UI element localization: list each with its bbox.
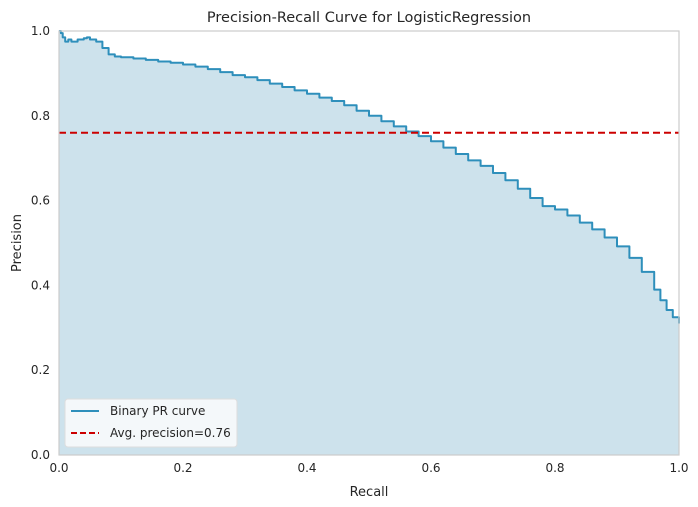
y-tick-label: 0.8: [31, 109, 50, 123]
area-fill-layer: [59, 31, 679, 455]
x-tick-label: 0.6: [421, 461, 440, 475]
x-axis-title: Recall: [350, 485, 389, 500]
chart-title: Precision-Recall Curve for LogisticRegre…: [207, 10, 531, 26]
y-tick-label: 0.0: [31, 448, 50, 462]
pr-curve-area: [59, 31, 679, 455]
x-tick-label: 0.4: [297, 461, 316, 475]
y-tick-label: 0.6: [31, 194, 50, 208]
x-tick-labels: 0.0 0.2 0.4 0.6 0.8 1.0: [49, 461, 688, 475]
y-tick-label: 0.2: [31, 363, 50, 377]
y-tick-label: 0.4: [31, 278, 50, 292]
x-tick-label: 0.0: [49, 461, 68, 475]
y-tick-label: 1.0: [31, 24, 50, 38]
legend-pr-curve-label: Binary PR curve: [110, 404, 205, 418]
y-axis-title: Precision: [10, 214, 25, 272]
x-tick-label: 0.2: [173, 461, 192, 475]
series-line-layer: [59, 30, 680, 324]
legend-avg-precision-label: Avg. precision=0.76: [110, 426, 231, 440]
y-tick-labels: 0.0 0.2 0.4 0.6 0.8 1.0: [31, 24, 50, 462]
x-tick-label: 0.8: [545, 461, 564, 475]
plot-frame: [58, 30, 680, 456]
legend: Binary PR curve Avg. precision=0.76: [64, 398, 238, 448]
pr-curve-line: [59, 30, 680, 324]
x-tick-label: 1.0: [669, 461, 688, 475]
legend-box: [64, 398, 238, 448]
